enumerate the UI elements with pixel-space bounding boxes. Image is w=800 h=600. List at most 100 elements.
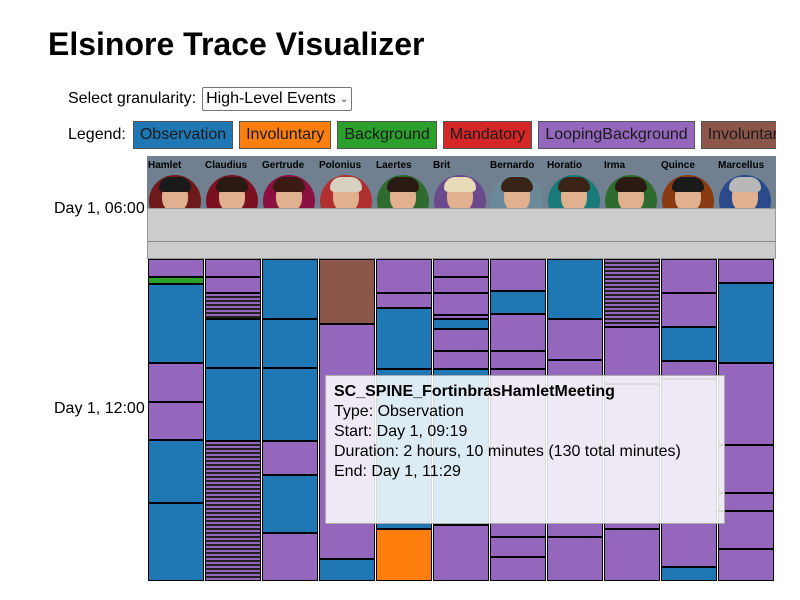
event-block[interactable] [433, 329, 489, 351]
event-block[interactable] [433, 259, 489, 277]
portrait-icon [320, 175, 372, 208]
portrait-icon [662, 175, 714, 208]
legend-label: Legend: [68, 126, 126, 143]
event-block[interactable] [262, 319, 318, 368]
character-name: Quince [661, 160, 695, 171]
event-block[interactable] [205, 293, 261, 319]
event-block[interactable] [148, 402, 204, 440]
character-name: Bernardo [490, 160, 535, 171]
portrait-icon [149, 175, 201, 208]
character-avatar: Brit [432, 156, 489, 208]
event-block[interactable] [376, 529, 432, 581]
event-block[interactable] [490, 259, 546, 291]
portrait-icon [206, 175, 258, 208]
timeline-column [148, 259, 204, 581]
legend-item: Mandatory [442, 121, 533, 149]
character-name: Brit [433, 160, 451, 171]
chevron-down-icon: ⌄ [339, 93, 349, 105]
character-avatar: Quince [660, 156, 717, 208]
event-block[interactable] [661, 259, 717, 293]
event-block[interactable] [718, 511, 774, 549]
event-block[interactable] [262, 475, 318, 533]
character-name: Horatio [547, 160, 582, 171]
legend: Legend: Observation Involuntary Background… [68, 121, 776, 149]
event-block[interactable] [262, 259, 318, 319]
character-name: Laertes [376, 160, 412, 171]
event-block[interactable] [604, 327, 660, 384]
event-block[interactable] [205, 277, 261, 293]
event-block[interactable] [718, 445, 774, 493]
event-block[interactable] [376, 293, 432, 308]
event-block[interactable] [148, 284, 204, 363]
event-block[interactable] [433, 315, 489, 319]
event-block[interactable] [148, 277, 204, 284]
event-block[interactable] [547, 537, 603, 581]
tooltip-type: Type: Observation [334, 403, 464, 420]
event-block[interactable] [718, 259, 774, 283]
event-block[interactable] [718, 363, 774, 445]
character-avatar: Marcellus [717, 156, 774, 208]
event-block[interactable] [148, 503, 204, 581]
character-name: Claudius [205, 160, 248, 171]
event-block[interactable] [262, 368, 318, 441]
event-tooltip: SC_SPINE_FortinbrasHamletMeeting Type: O… [325, 375, 725, 524]
event-block[interactable] [661, 567, 717, 581]
timeline-column [205, 259, 261, 581]
character-avatar: Gertrude [261, 156, 318, 208]
character-name: Marcellus [718, 160, 765, 171]
event-block[interactable] [205, 441, 261, 581]
time-label: Day 1, 06:00 [54, 200, 145, 217]
event-block[interactable] [490, 314, 546, 351]
event-block[interactable] [205, 368, 261, 441]
event-block[interactable] [433, 293, 489, 315]
event-block[interactable] [718, 283, 774, 363]
event-block[interactable] [547, 259, 603, 319]
event-block[interactable] [718, 493, 774, 511]
timeline-column [262, 259, 318, 581]
event-block[interactable] [262, 533, 318, 581]
event-block[interactable] [148, 440, 204, 503]
event-block[interactable] [490, 291, 546, 314]
page-title: Elsinore Trace Visualizer [48, 26, 425, 62]
timeline-column [718, 259, 774, 581]
event-block[interactable] [376, 259, 432, 293]
event-block[interactable] [490, 351, 546, 369]
event-block[interactable] [547, 319, 603, 360]
portrait-icon [719, 175, 771, 208]
granularity-label: Select granularity: [68, 90, 197, 107]
band-divider [148, 241, 775, 242]
event-block[interactable] [262, 441, 318, 475]
event-block[interactable] [490, 537, 546, 557]
character-avatar: Polonius [318, 156, 375, 208]
event-block[interactable] [661, 293, 717, 327]
event-block[interactable] [376, 308, 432, 369]
event-block[interactable] [319, 559, 375, 581]
granularity-select[interactable]: High-Level Events ⌄ [202, 87, 353, 111]
event-block[interactable] [205, 259, 261, 277]
event-block[interactable] [433, 277, 489, 293]
portrait-icon [548, 175, 600, 208]
event-block[interactable] [490, 557, 546, 581]
character-avatar: Hamlet [147, 156, 204, 208]
event-block[interactable] [433, 351, 489, 369]
character-name: Gertrude [262, 160, 305, 171]
event-block[interactable] [661, 327, 717, 361]
event-block[interactable] [205, 319, 261, 368]
character-avatar: Bernardo [489, 156, 546, 208]
legend-item: Involuntary [239, 121, 332, 149]
character-avatar: Horatio [546, 156, 603, 208]
event-block[interactable] [148, 363, 204, 402]
event-block[interactable] [319, 259, 375, 324]
tooltip-duration: Duration: 2 hours, 10 minutes (130 total… [334, 443, 681, 460]
event-block[interactable] [604, 529, 660, 581]
portrait-icon [491, 175, 543, 208]
portrait-icon [377, 175, 429, 208]
event-block[interactable] [148, 259, 204, 277]
portrait-icon [263, 175, 315, 208]
event-block[interactable] [433, 525, 489, 581]
event-block[interactable] [604, 259, 660, 327]
event-block[interactable] [433, 319, 489, 329]
tooltip-title: SC_SPINE_FortinbrasHamletMeeting [334, 383, 615, 400]
event-block[interactable] [718, 549, 774, 581]
